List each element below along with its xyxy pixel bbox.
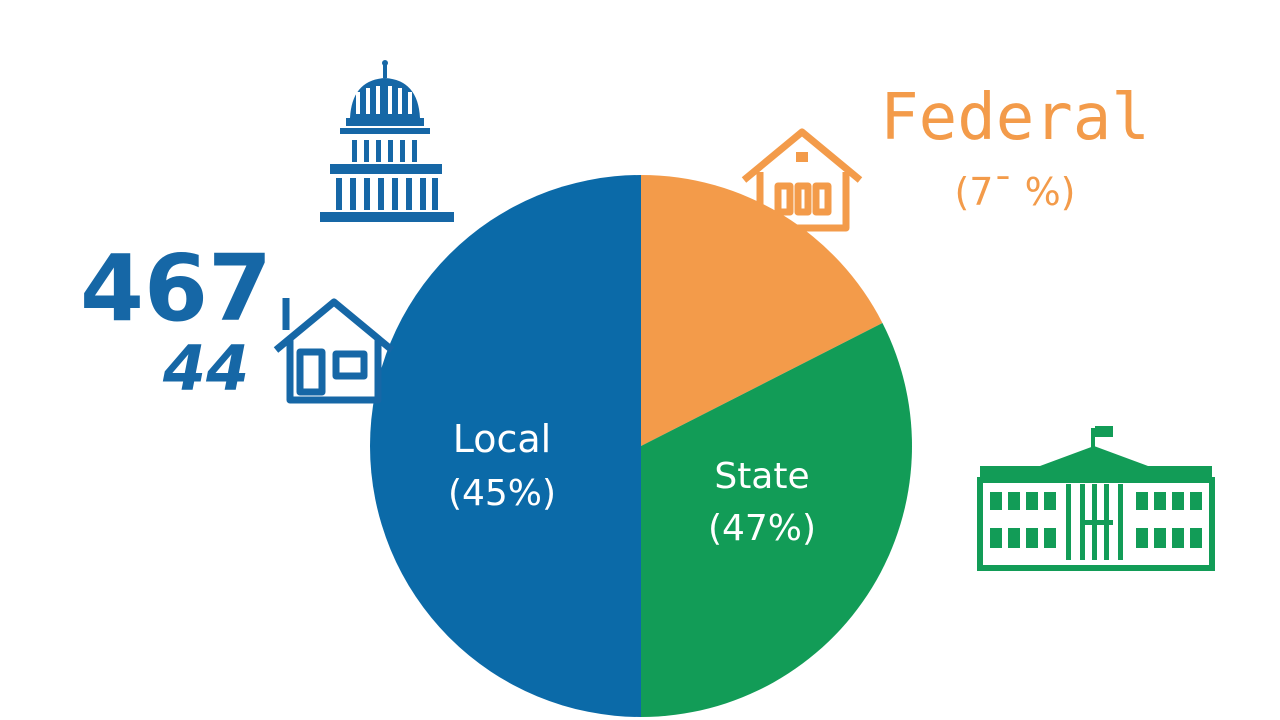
- slice-label-local-name: Local: [453, 417, 552, 461]
- capitol-icon: [320, 60, 454, 222]
- number-bottom: 44: [162, 332, 249, 405]
- pie-slice-state: [641, 322, 912, 717]
- number-top: 467: [80, 235, 272, 342]
- slice-label-state-name: State: [714, 456, 809, 497]
- slice-label-federal-name: Federal: [880, 81, 1150, 155]
- slice-label-local-value: (45%): [448, 473, 556, 514]
- house-icon-orange: [741, 128, 863, 232]
- slice-label-state-value: (47%): [708, 508, 816, 549]
- pie-slice-federal: [641, 175, 883, 446]
- slice-label-federal-value: (7ˉ %): [954, 170, 1075, 214]
- white-house-icon: [977, 426, 1215, 571]
- pie-slice-local: [370, 175, 641, 717]
- pie-chart: [370, 175, 912, 717]
- house-icon: [273, 298, 395, 404]
